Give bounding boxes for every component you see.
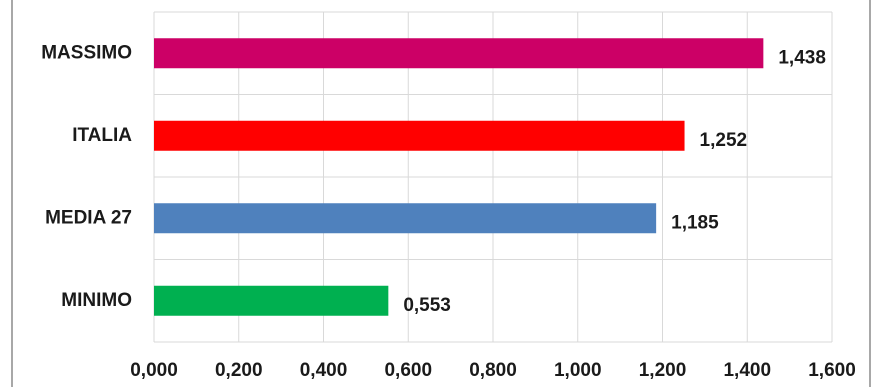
category-label: MINIMO xyxy=(61,290,132,311)
x-tick-label: 1,600 xyxy=(808,360,856,381)
x-tick-label: 1,200 xyxy=(639,360,687,381)
category-label: MASSIMO xyxy=(41,42,132,63)
data-label: 1,252 xyxy=(700,130,748,151)
x-tick-label: 0,800 xyxy=(469,360,517,381)
bar-massimo xyxy=(154,38,764,69)
labels: MASSIMO 1,438 ITALIA 1,252 MEDIA 27 1,185 MINI… xyxy=(41,42,856,381)
bars xyxy=(154,38,764,316)
x-tick-label: 0,000 xyxy=(130,360,178,381)
category-label: MEDIA 27 xyxy=(45,207,132,228)
x-tick-label: 0,200 xyxy=(215,360,263,381)
category-label: ITALIA xyxy=(72,125,132,146)
data-label: 1,438 xyxy=(778,47,826,68)
x-tick-label: 1,000 xyxy=(554,360,602,381)
chart-border xyxy=(11,0,871,387)
x-tick-label: 1,400 xyxy=(723,360,771,381)
data-label: 1,185 xyxy=(671,212,719,233)
bar-media-27 xyxy=(154,203,657,234)
bar-minimo xyxy=(154,285,389,316)
x-tick-label: 0,400 xyxy=(300,360,348,381)
bar-italia xyxy=(154,120,685,151)
data-label: 0,553 xyxy=(403,295,451,316)
x-tick-label: 0,600 xyxy=(384,360,432,381)
